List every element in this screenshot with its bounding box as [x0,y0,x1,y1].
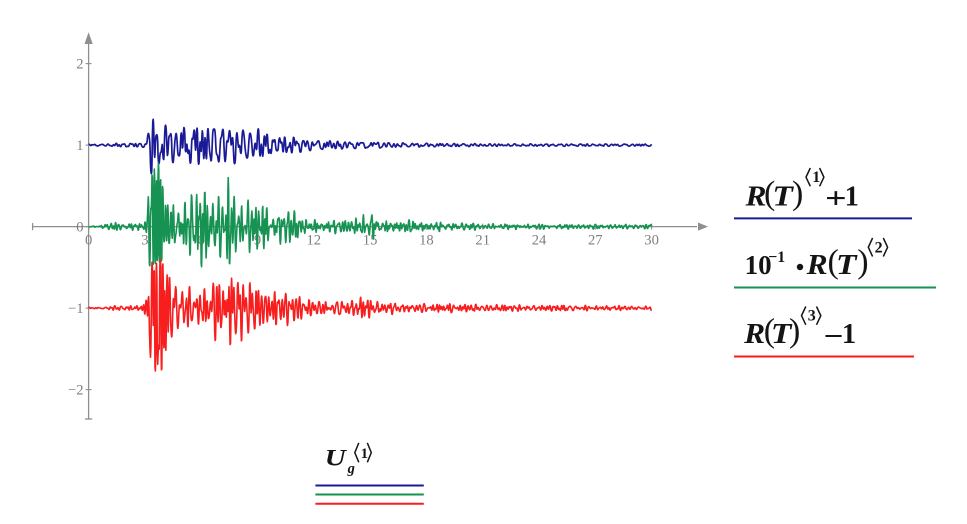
svg-text:18: 18 [419,232,434,248]
svg-text:−1: −1 [68,301,84,317]
svg-text:g: g [347,461,355,477]
svg-text:): ) [857,244,868,281]
svg-text:12: 12 [307,232,322,248]
svg-text:(: ( [828,244,839,281]
svg-text:): ) [792,175,803,212]
svg-text:(: ( [764,313,775,350]
svg-text:(: ( [764,175,775,212]
svg-text:1: 1 [812,169,820,186]
svg-text:R: R [744,181,766,213]
svg-text:0: 0 [85,232,92,248]
svg-text:1: 1 [76,138,83,154]
svg-text:): ) [789,313,800,350]
svg-text:−: − [824,321,844,353]
svg-text:0: 0 [76,219,83,235]
svg-text:−1: −1 [768,249,785,266]
svg-text:U: U [325,446,348,471]
svg-text:24: 24 [532,232,547,248]
svg-text:T: T [771,318,793,350]
svg-text:3: 3 [808,308,816,325]
svg-text:1: 1 [845,182,859,213]
svg-text:2: 2 [76,56,83,72]
svg-text:T: T [772,181,794,213]
svg-text:−2: −2 [68,382,84,398]
svg-text:+: + [825,182,847,215]
svg-text:3: 3 [141,232,148,248]
svg-text:2: 2 [875,240,883,257]
svg-text:T: T [836,249,858,281]
svg-text:10: 10 [745,250,772,280]
svg-text:R: R [743,318,765,350]
svg-text:1: 1 [361,446,369,462]
svg-text:27: 27 [588,232,603,248]
svg-text:R: R [806,249,828,281]
svg-text:1: 1 [842,319,856,350]
svg-text:21: 21 [475,232,490,248]
svg-text:30: 30 [644,232,659,248]
